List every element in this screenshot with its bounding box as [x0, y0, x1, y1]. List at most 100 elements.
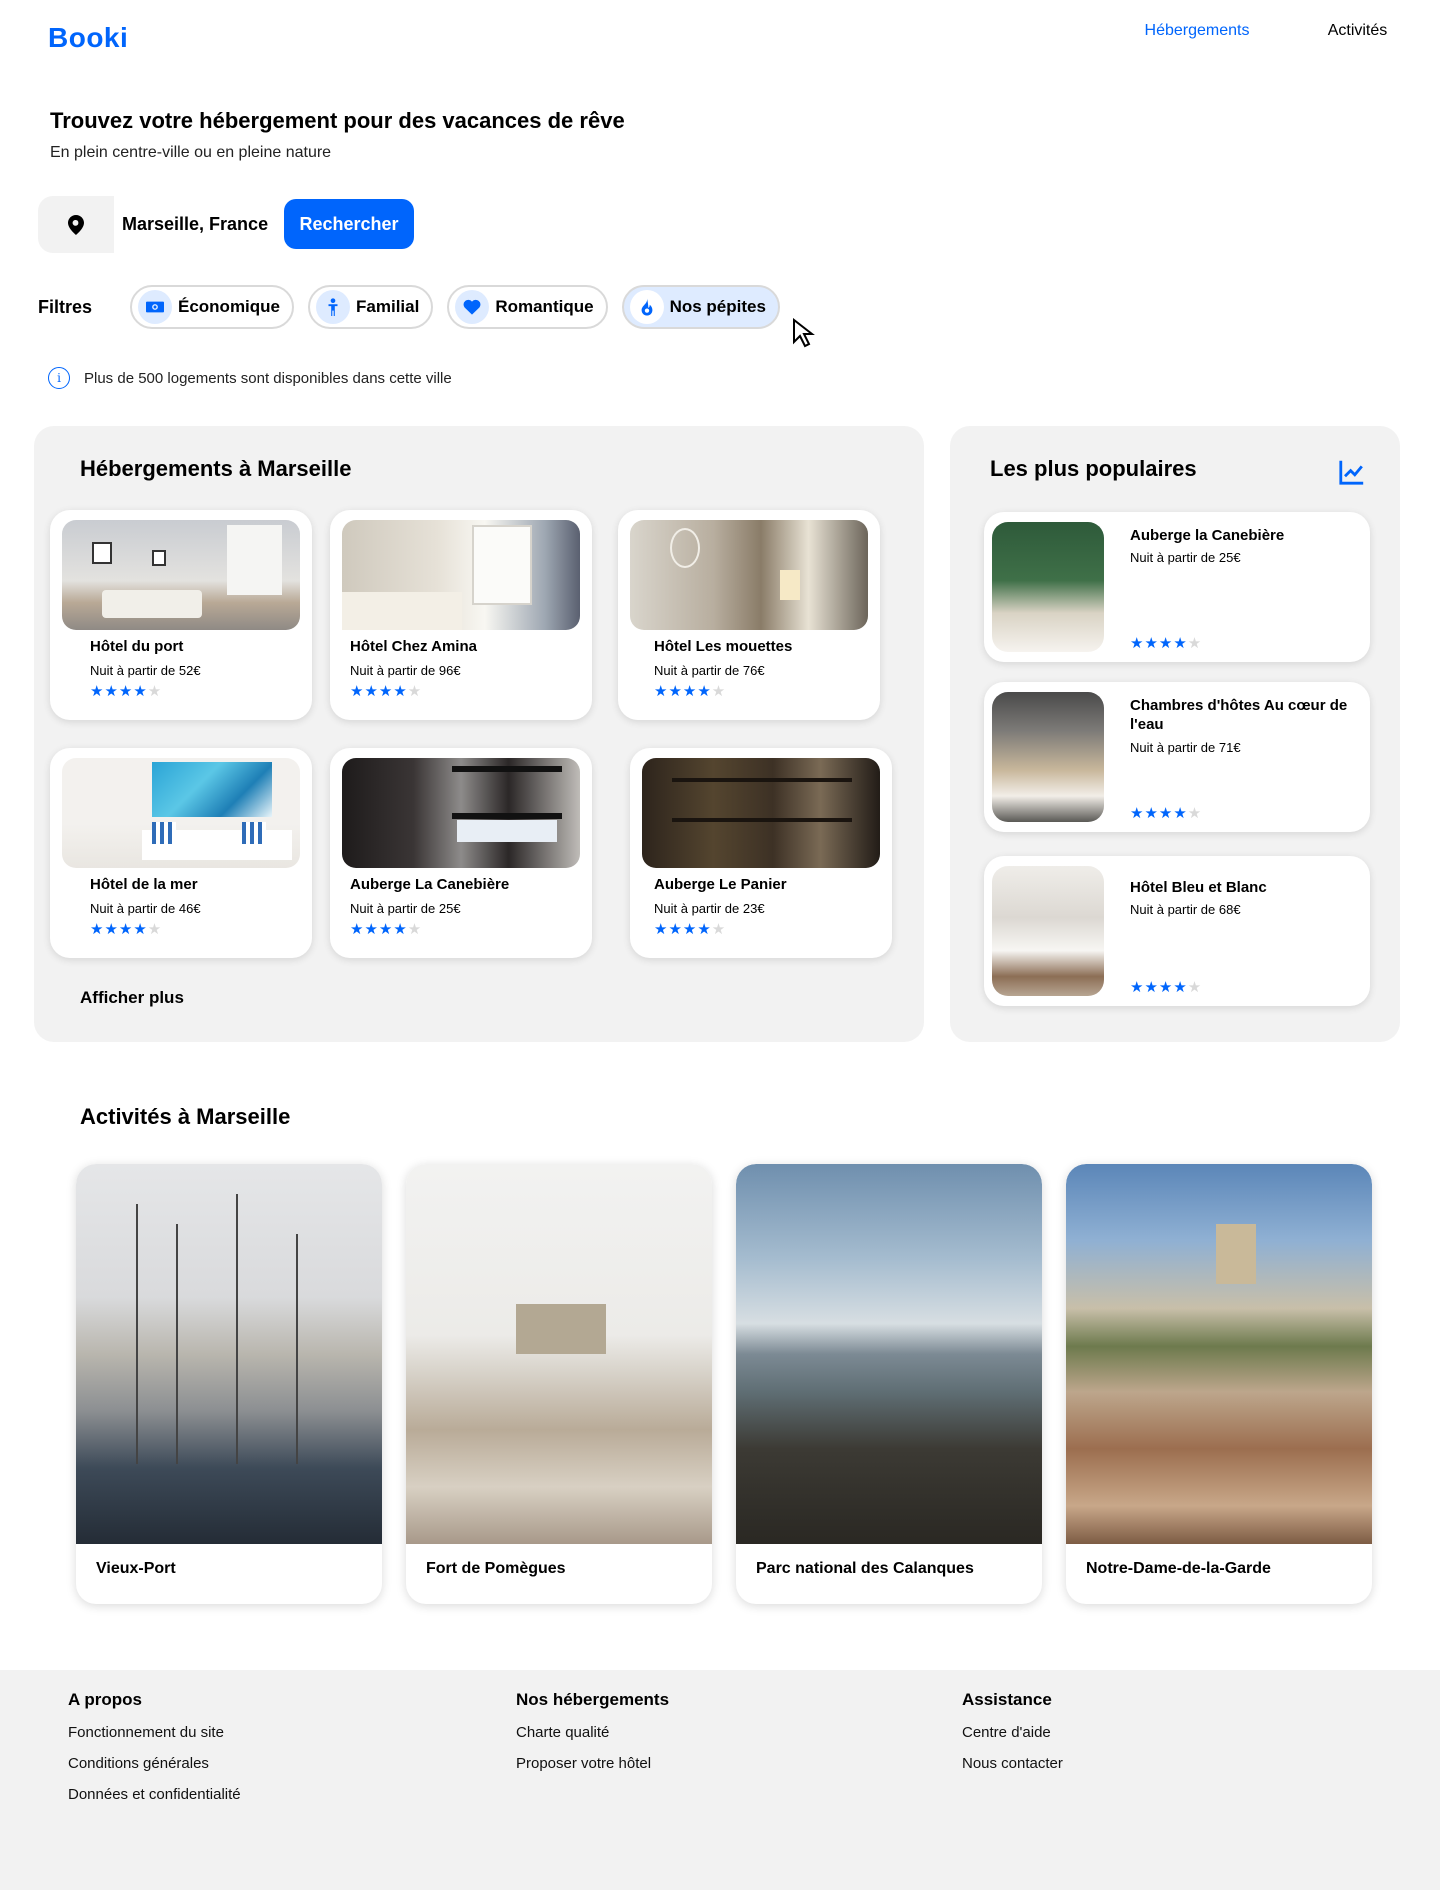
chart-line-icon [1339, 460, 1364, 485]
activity-card[interactable]: Fort de Pomègues [406, 1164, 712, 1604]
nav-hebergements[interactable]: Hébergements [1144, 22, 1250, 39]
activites-title: Activités à Marseille [80, 1104, 291, 1129]
hotel-name: Auberge Le Panier [654, 876, 787, 893]
nav-activites[interactable]: Activités [1327, 22, 1388, 39]
footer-col-assistance: Assistance Centre d'aide Nous contacter [962, 1690, 1063, 1786]
filter-romantique[interactable]: Romantique [447, 285, 608, 329]
star-rating: ★★★★★ [1130, 979, 1203, 996]
hebergements-title: Hébergements à Marseille [80, 456, 352, 481]
footer-col-hebergements: Nos hébergements Charte qualité Proposer… [516, 1690, 669, 1786]
child-icon [316, 290, 351, 324]
activity-card[interactable]: Parc national des Calanques [736, 1164, 1042, 1604]
hotel-name: Hôtel du port [90, 638, 184, 655]
filter-nos-pepites-label: Nos pépites [669, 297, 766, 316]
hotel-photo [992, 522, 1104, 652]
footer-heading: Assistance [962, 1690, 1052, 1709]
hebergement-card[interactable]: Hôtel Les mouettes Nuit à partir de 76€ … [618, 510, 880, 720]
footer-link[interactable]: Proposer votre hôtel [516, 1755, 652, 1772]
site-header: Booki Hébergements Activités [0, 0, 1440, 95]
footer-link[interactable]: Nous contacter [962, 1755, 1063, 1772]
activity-card[interactable]: Vieux-Port [76, 1164, 382, 1604]
location-pin-icon [38, 196, 114, 253]
filter-romantique-label: Romantique [495, 297, 594, 316]
hebergement-card[interactable]: Hôtel de la mer Nuit à partir de 46€ ★★★… [50, 748, 312, 958]
activity-card[interactable]: Notre-Dame-de-la-Garde [1066, 1164, 1372, 1604]
hotel-photo [342, 520, 580, 630]
filter-nos-pepites[interactable]: Nos pépites [621, 285, 780, 329]
filter-familial-label: Familial [356, 297, 420, 316]
hotel-name: Auberge La Canebière [350, 876, 510, 893]
hotel-photo [62, 758, 300, 868]
populaires-title: Les plus populaires [990, 456, 1197, 481]
hotel-price: Nuit à partir de 25€ [350, 901, 461, 916]
activity-name: Parc national des Calanques [756, 1560, 974, 1577]
hotel-name: Hôtel Bleu et Blanc [1130, 879, 1267, 896]
show-more-button[interactable]: Afficher plus [80, 988, 184, 1007]
popular-card[interactable]: Chambres d'hôtes Au cœur de l'eau Nuit à… [984, 682, 1370, 832]
hotel-price: Nuit à partir de 76€ [654, 663, 765, 678]
star-rating: ★★★★★ [90, 921, 163, 938]
hotel-price: Nuit à partir de 96€ [350, 663, 461, 678]
hotel-photo [342, 758, 580, 868]
booki-logo[interactable]: Booki [48, 22, 129, 53]
hebergement-card[interactable]: Hôtel du port Nuit à partir de 52€ ★★★★★ [50, 510, 312, 720]
mouse-cursor-icon [793, 318, 815, 348]
hotel-photo [62, 520, 300, 630]
popular-card[interactable]: Auberge la Canebière Nuit à partir de 25… [984, 512, 1370, 662]
fire-icon [629, 290, 664, 324]
footer-heading: A propos [68, 1690, 142, 1709]
hero-subtitle: En plein centre-ville ou en pleine natur… [50, 144, 332, 161]
hotel-price: Nuit à partir de 52€ [90, 663, 201, 678]
hotel-photo [630, 520, 868, 630]
hotel-photo [992, 866, 1104, 996]
star-rating: ★★★★★ [350, 921, 423, 938]
search-bar: Rechercher [38, 196, 414, 253]
activity-photo [1066, 1164, 1372, 1544]
hotel-price: Nuit à partir de 71€ [1130, 740, 1241, 755]
filter-familial[interactable]: Familial [308, 285, 434, 329]
hotel-price: Nuit à partir de 23€ [654, 901, 765, 916]
hero-title: Trouvez votre hébergement pour des vacan… [50, 108, 625, 133]
site-footer: A propos Fonctionnement du site Conditio… [0, 1670, 1440, 1890]
filter-economique-label: Économique [178, 297, 281, 316]
footer-link[interactable]: Charte qualité [516, 1724, 610, 1741]
activity-photo [76, 1164, 382, 1544]
hotel-price: Nuit à partir de 25€ [1130, 550, 1241, 565]
star-rating: ★★★★★ [1130, 635, 1203, 652]
info-banner: i Plus de 500 logements sont disponibles… [48, 367, 452, 389]
hebergement-card[interactable]: Auberge La Canebière Nuit à partir de 25… [330, 748, 592, 958]
hotel-photo [642, 758, 880, 868]
filters-bar: Filtres Économique Familial Romantique N… [38, 282, 780, 332]
hebergement-card[interactable]: Hôtel Chez Amina Nuit à partir de 96€ ★★… [330, 510, 592, 720]
hotel-photo [992, 692, 1104, 822]
hotel-price: Nuit à partir de 68€ [1130, 902, 1241, 917]
star-rating: ★★★★★ [90, 683, 163, 700]
activity-name: Vieux-Port [96, 1560, 176, 1577]
hebergement-card[interactable]: Auberge Le Panier Nuit à partir de 23€ ★… [630, 748, 892, 958]
heart-icon [455, 290, 490, 324]
activity-name: Notre-Dame-de-la-Garde [1086, 1560, 1271, 1577]
hotel-name: Hôtel Les mouettes [654, 638, 793, 655]
star-rating: ★★★★★ [1130, 805, 1203, 822]
hotel-name: Auberge la Canebière [1130, 527, 1285, 544]
star-rating: ★★★★★ [654, 683, 727, 700]
star-rating: ★★★★★ [350, 683, 423, 700]
filters-label: Filtres [38, 296, 93, 317]
footer-link[interactable]: Données et confidentialité [68, 1786, 241, 1803]
search-button[interactable]: Rechercher [284, 199, 414, 249]
footer-heading: Nos hébergements [516, 1690, 670, 1709]
footer-link[interactable]: Centre d'aide [962, 1724, 1051, 1741]
info-text: Plus de 500 logements sont disponibles d… [84, 369, 452, 387]
footer-link[interactable]: Fonctionnement du site [68, 1724, 224, 1741]
popular-card[interactable]: Hôtel Bleu et Blanc Nuit à partir de 68€… [984, 856, 1370, 1006]
info-icon: i [48, 367, 70, 389]
search-input[interactable] [114, 196, 284, 253]
filter-economique[interactable]: Économique [130, 285, 295, 329]
money-icon [138, 290, 172, 324]
footer-link[interactable]: Conditions générales [68, 1755, 209, 1772]
hotel-name: Hôtel Chez Amina [350, 638, 477, 655]
hotel-price: Nuit à partir de 46€ [90, 901, 201, 916]
activity-photo [736, 1164, 1042, 1544]
hotel-name: Chambres d'hôtes Au cœur de l'eau [1130, 697, 1348, 733]
hotel-name: Hôtel de la mer [90, 876, 198, 893]
